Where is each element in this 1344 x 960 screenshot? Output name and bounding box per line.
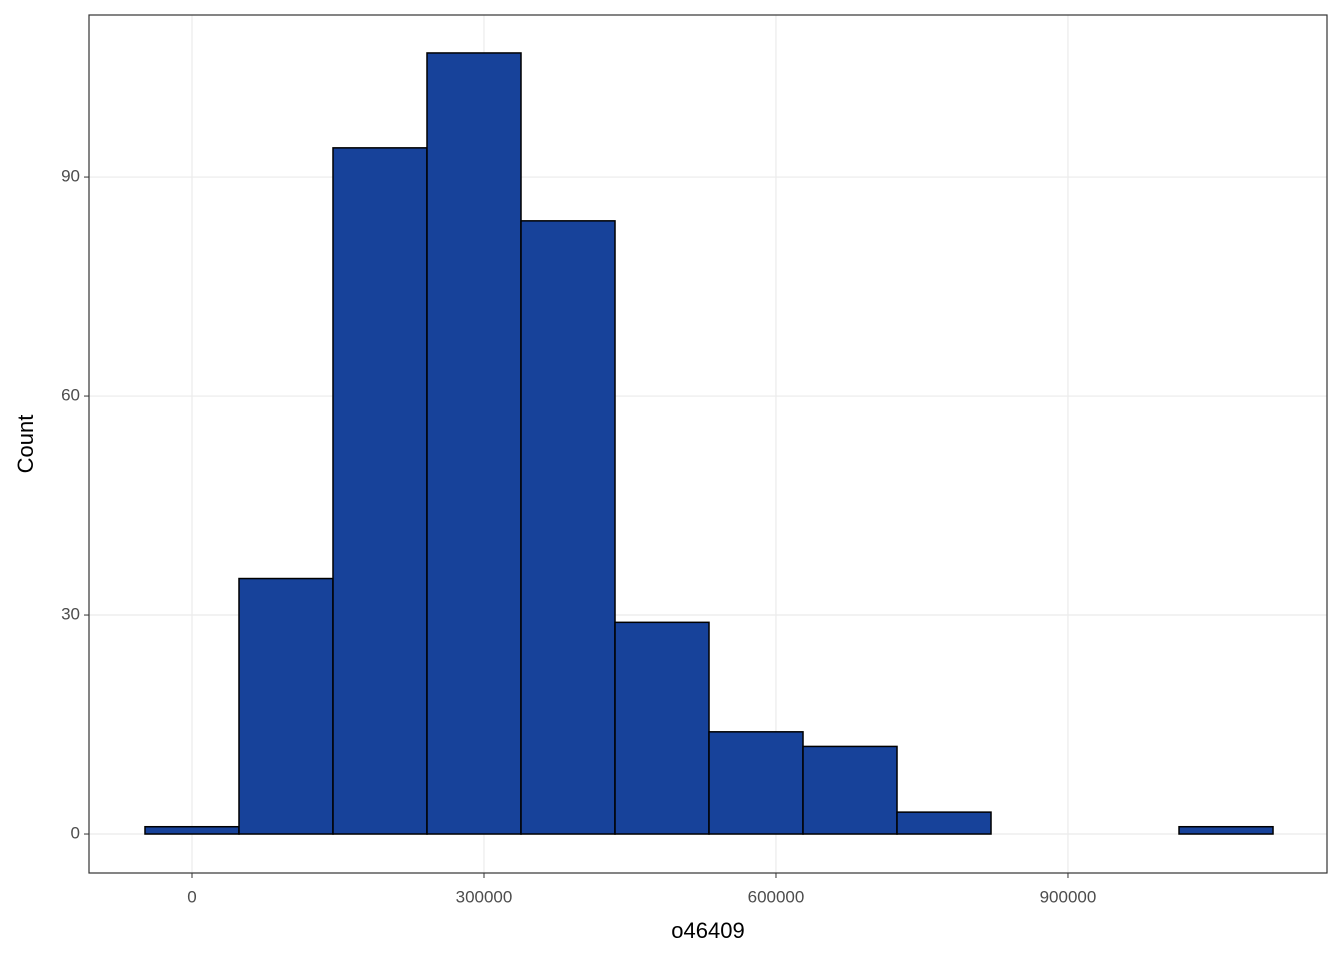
y-axis-title: Count bbox=[13, 415, 38, 474]
x-tick-label: 300000 bbox=[456, 887, 513, 906]
x-tick-label: 600000 bbox=[748, 887, 805, 906]
bar bbox=[332, 147, 428, 835]
bar bbox=[144, 825, 240, 835]
bar bbox=[426, 52, 522, 835]
bars bbox=[144, 52, 1274, 835]
panel-border bbox=[88, 14, 1328, 874]
bar bbox=[896, 811, 992, 835]
y-tick-label: 90 bbox=[61, 167, 80, 186]
x-tick-label: 0 bbox=[187, 887, 196, 906]
y-tick-label: 60 bbox=[61, 386, 80, 405]
x-axis-title: o46409 bbox=[671, 918, 744, 943]
x-tick-label: 900000 bbox=[1040, 887, 1097, 906]
bar bbox=[520, 220, 616, 835]
y-tick-label: 30 bbox=[61, 605, 80, 624]
bar bbox=[238, 577, 334, 835]
y-tick-label: 0 bbox=[71, 824, 80, 843]
bar bbox=[802, 745, 898, 835]
bar bbox=[708, 731, 804, 835]
bar bbox=[614, 621, 710, 835]
bar bbox=[1178, 825, 1274, 835]
